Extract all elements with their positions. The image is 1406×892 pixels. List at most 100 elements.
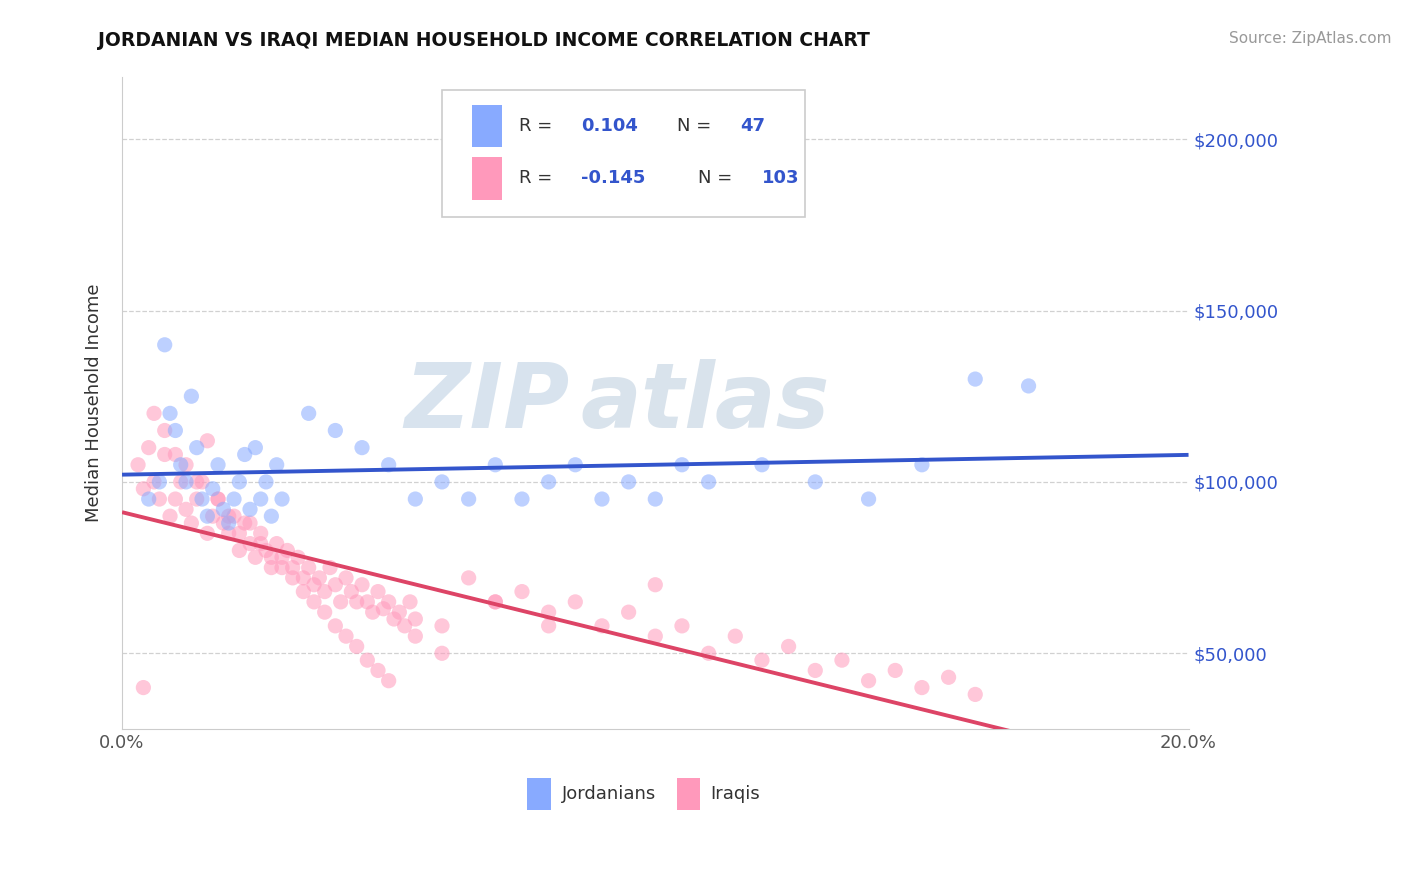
Point — [298, 406, 321, 420]
Point — [186, 475, 208, 489]
Point — [228, 526, 250, 541]
Point — [249, 526, 271, 541]
Point — [644, 629, 666, 643]
Point — [271, 550, 294, 565]
Point — [218, 516, 240, 530]
Bar — [472, 105, 502, 147]
Point — [911, 458, 934, 472]
Point — [404, 491, 426, 506]
Point — [510, 491, 533, 506]
Point — [201, 509, 224, 524]
Text: atlas: atlas — [581, 359, 830, 447]
Point — [276, 543, 298, 558]
Point — [245, 441, 267, 455]
Point — [335, 571, 357, 585]
Point — [186, 491, 208, 506]
Point — [484, 595, 506, 609]
Point — [377, 673, 399, 688]
Point — [174, 475, 197, 489]
Point — [346, 640, 368, 654]
Point — [228, 475, 250, 489]
Point — [143, 406, 166, 420]
Point — [207, 458, 229, 472]
Point — [233, 516, 256, 530]
Text: ZIP: ZIP — [405, 359, 569, 447]
Point — [239, 502, 262, 516]
Point — [965, 372, 987, 386]
Point — [644, 491, 666, 506]
Text: 103: 103 — [762, 169, 800, 187]
Point — [340, 584, 363, 599]
Point — [377, 458, 399, 472]
Point — [938, 670, 960, 684]
Text: N =: N = — [697, 169, 738, 187]
Point — [174, 458, 197, 472]
Point — [127, 458, 149, 472]
Point — [724, 629, 747, 643]
Point — [138, 441, 160, 455]
Point — [778, 640, 800, 654]
Point — [260, 550, 283, 565]
Point — [430, 619, 453, 633]
Point — [245, 550, 267, 565]
Point — [314, 584, 336, 599]
Point — [138, 491, 160, 506]
Point — [153, 338, 176, 352]
Point — [430, 475, 453, 489]
Bar — [527, 778, 551, 810]
Point — [239, 516, 262, 530]
Point — [1018, 379, 1040, 393]
Point — [271, 491, 294, 506]
Bar — [676, 778, 700, 810]
Point — [361, 605, 384, 619]
Point — [314, 605, 336, 619]
Point — [382, 612, 405, 626]
Point — [325, 619, 347, 633]
Text: Iraqis: Iraqis — [711, 785, 761, 803]
Point — [292, 571, 315, 585]
Point — [399, 595, 422, 609]
Text: JORDANIAN VS IRAQI MEDIAN HOUSEHOLD INCOME CORRELATION CHART: JORDANIAN VS IRAQI MEDIAN HOUSEHOLD INCO… — [98, 31, 870, 50]
Point — [191, 475, 214, 489]
Point — [831, 653, 853, 667]
Point — [201, 482, 224, 496]
Point — [148, 475, 170, 489]
Point — [260, 560, 283, 574]
Text: -0.145: -0.145 — [581, 169, 645, 187]
Point — [350, 578, 373, 592]
Point — [195, 434, 218, 448]
Point — [159, 509, 181, 524]
Point — [377, 595, 399, 609]
Point — [356, 653, 378, 667]
Point — [239, 536, 262, 550]
Point — [457, 571, 479, 585]
Point — [804, 664, 827, 678]
Point — [174, 502, 197, 516]
Point — [325, 424, 347, 438]
Point — [510, 584, 533, 599]
Point — [212, 516, 235, 530]
Point — [884, 664, 907, 678]
Point — [254, 543, 277, 558]
Point — [591, 491, 613, 506]
Point — [148, 491, 170, 506]
Point — [292, 584, 315, 599]
Text: Jordanians: Jordanians — [561, 785, 655, 803]
Point — [911, 681, 934, 695]
Point — [325, 578, 347, 592]
Point — [281, 571, 304, 585]
Point — [195, 526, 218, 541]
Bar — [472, 157, 502, 200]
Point — [302, 595, 325, 609]
Point — [143, 475, 166, 489]
Point — [212, 502, 235, 516]
Point — [484, 595, 506, 609]
Point — [153, 448, 176, 462]
Point — [457, 491, 479, 506]
Point — [356, 595, 378, 609]
Point — [298, 560, 321, 574]
Point — [281, 560, 304, 574]
Point — [617, 475, 640, 489]
Y-axis label: Median Household Income: Median Household Income — [86, 284, 103, 523]
Point — [233, 448, 256, 462]
